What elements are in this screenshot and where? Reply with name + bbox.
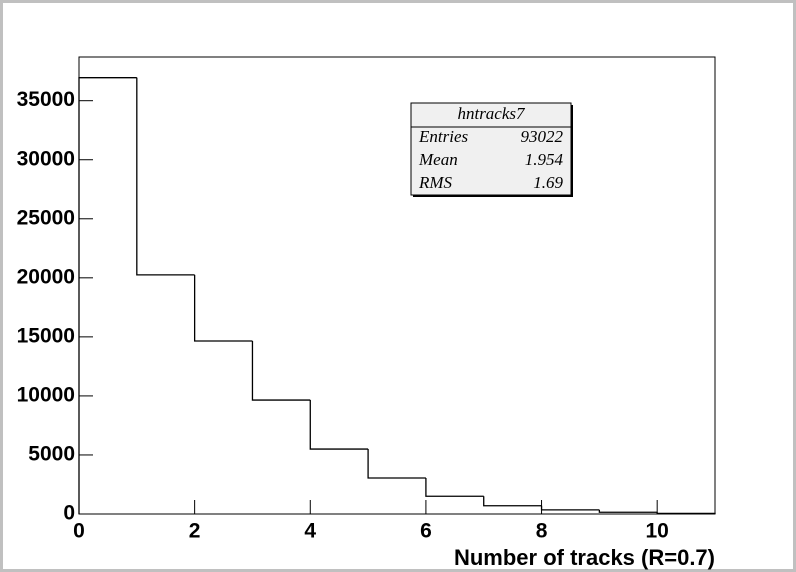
y-tick-label: 35000	[17, 88, 75, 111]
histogram-bin	[483, 496, 542, 507]
histogram-bin	[540, 505, 600, 511]
x-tick-label: 6	[420, 520, 432, 543]
stats-label: RMS	[418, 173, 453, 192]
x-tick-label: 4	[304, 520, 316, 543]
y-tick-label: 10000	[17, 383, 75, 406]
frame	[78, 56, 716, 515]
x-axis-label: Number of tracks (R=0.7)	[454, 545, 715, 570]
stats-value: 1.69	[533, 173, 563, 192]
histogram-bin	[193, 274, 253, 342]
y-tick-label: 15000	[17, 324, 75, 347]
histogram-bin	[598, 509, 658, 513]
y-tick-label: 5000	[28, 443, 75, 466]
histogram-bin	[78, 77, 137, 514]
histogram-bin	[425, 477, 484, 497]
histogram-bin	[309, 400, 369, 450]
stats-value: 1.954	[525, 150, 564, 169]
histogram-bin	[656, 512, 716, 515]
stats-value: 93022	[521, 127, 564, 146]
stats-label: Mean	[418, 150, 458, 169]
y-tick-label: 20000	[17, 265, 75, 288]
histogram-bin	[367, 449, 426, 479]
histogram-bin	[251, 341, 311, 401]
stats-title: hntracks7	[457, 104, 526, 123]
stats-label: Entries	[418, 127, 468, 146]
x-tick-label: 2	[189, 520, 201, 543]
x-tick-label: 10	[646, 520, 669, 543]
x-tick-label: 8	[536, 520, 548, 543]
y-tick-label: 25000	[17, 206, 75, 229]
histogram-bin	[136, 77, 195, 276]
stats-box	[410, 102, 572, 196]
y-tick-label: 0	[63, 502, 75, 525]
x-tick-label: 0	[73, 520, 85, 543]
y-tick-label: 30000	[17, 147, 75, 170]
